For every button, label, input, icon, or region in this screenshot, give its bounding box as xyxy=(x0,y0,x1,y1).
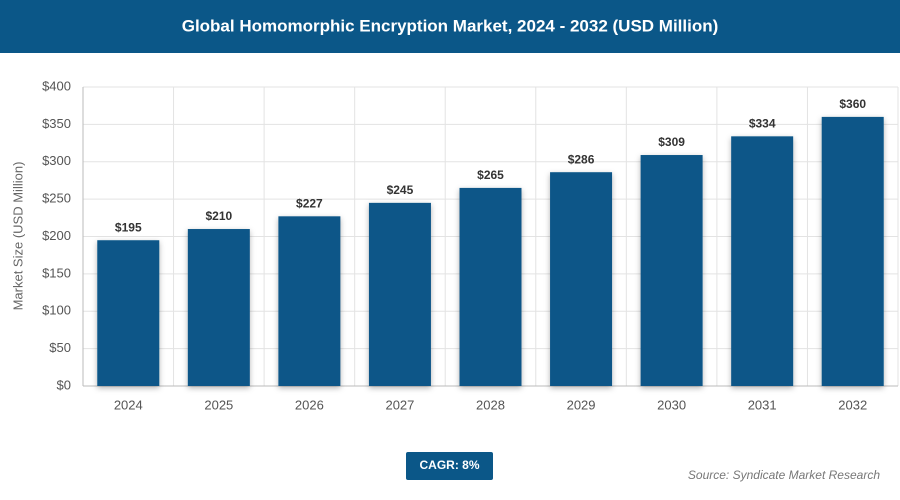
y-tick-label: $50 xyxy=(49,340,71,355)
x-tick-label: 2025 xyxy=(204,397,233,412)
value-label: $286 xyxy=(568,152,595,166)
source: Source: Syndicate Market Research xyxy=(688,468,880,482)
x-tick-label: 2029 xyxy=(567,397,596,412)
value-label: $265 xyxy=(477,168,504,182)
x-tick-label: 2028 xyxy=(476,397,505,412)
bar xyxy=(821,116,884,387)
y-tick-label: $100 xyxy=(42,303,71,318)
cagr-box xyxy=(406,452,493,480)
x-tick-label: 2024 xyxy=(114,397,143,412)
x-tick-label: 2026 xyxy=(295,397,324,412)
y-tick-label: $150 xyxy=(42,265,71,280)
y-tick-label: $250 xyxy=(42,191,71,206)
y-tick-label: $350 xyxy=(42,116,71,131)
y-tick-label: $200 xyxy=(42,228,71,243)
value-label: $227 xyxy=(296,196,323,210)
value-label: $309 xyxy=(658,135,685,149)
x-tick-label: 2031 xyxy=(748,397,777,412)
bar xyxy=(459,187,522,386)
bar xyxy=(97,240,160,386)
y-tick-label: $0 xyxy=(57,377,71,392)
bar xyxy=(368,202,431,386)
bar xyxy=(731,136,794,386)
bar xyxy=(640,155,703,386)
bar xyxy=(278,216,341,386)
value-label: $245 xyxy=(387,183,414,197)
y-axis-label: Market Size (USD Million) xyxy=(10,162,25,311)
value-label: $334 xyxy=(749,117,776,131)
value-label: $195 xyxy=(115,220,142,234)
header-bar xyxy=(0,0,900,53)
y-tick-label: $400 xyxy=(42,78,71,93)
value-label: $210 xyxy=(205,209,232,223)
y-tick-label: $300 xyxy=(42,153,71,168)
chart-title: Global Homomorphic Encryption Market, 20… xyxy=(182,16,719,35)
cagr-label: CAGR: 8% xyxy=(419,458,479,472)
value-label: $360 xyxy=(839,97,866,111)
x-tick-label: 2027 xyxy=(385,397,414,412)
bar xyxy=(550,172,613,386)
x-tick-label: 2032 xyxy=(838,397,867,412)
x-tick-label: 2030 xyxy=(657,397,686,412)
bar xyxy=(187,229,250,386)
